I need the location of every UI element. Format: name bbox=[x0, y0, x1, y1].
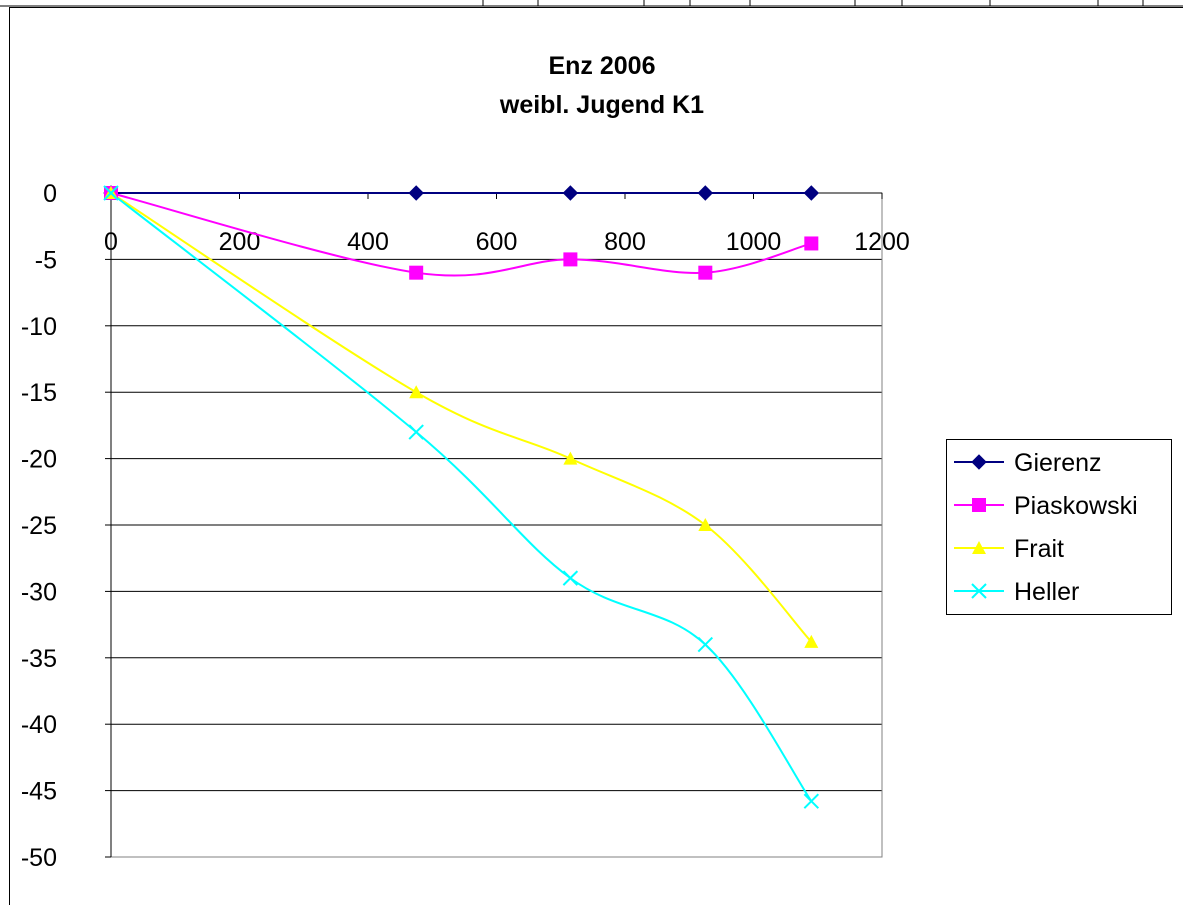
legend-item-frait: Frait bbox=[954, 535, 1064, 563]
data-point-gierenz bbox=[408, 185, 424, 201]
legend-item-heller: Heller bbox=[954, 578, 1079, 606]
chart-subtitle: weibl. Jugend K1 bbox=[499, 91, 704, 119]
y-tick-label: -50 bbox=[21, 844, 57, 872]
legend-marker bbox=[972, 541, 986, 554]
y-tick-label: -20 bbox=[21, 446, 57, 474]
x-axis: 0 200 400 600 800 1000 1200 bbox=[104, 192, 910, 857]
data-point-frait bbox=[409, 385, 424, 399]
data-point-heller bbox=[408, 424, 424, 440]
data-point-gierenz bbox=[697, 185, 714, 201]
data-point-piaskowski bbox=[698, 265, 713, 280]
data-point-heller bbox=[697, 636, 714, 653]
data-point-piaskowski bbox=[563, 252, 578, 267]
y-tick-label: -40 bbox=[21, 711, 57, 739]
data-point-frait bbox=[563, 451, 578, 465]
y-tick-label: -30 bbox=[21, 578, 57, 606]
data-point-piaskowski bbox=[804, 236, 819, 251]
series-line-frait bbox=[110, 192, 813, 643]
series-line-piaskowski bbox=[110, 192, 812, 277]
data-point-frait bbox=[804, 634, 819, 648]
gridlines bbox=[111, 192, 882, 858]
data-point-heller bbox=[103, 185, 119, 201]
chart-title: Enz 2006 bbox=[548, 52, 655, 80]
y-tick-label: -10 bbox=[21, 313, 57, 341]
legend-label: Gierenz bbox=[1014, 449, 1102, 477]
data-point-gierenz bbox=[562, 185, 579, 201]
y-tick-label: -5 bbox=[35, 246, 57, 274]
y-tick-label: 0 bbox=[43, 180, 57, 208]
spreadsheet-gridlines bbox=[0, 0, 1183, 7]
legend-item-gierenz: Gierenz bbox=[954, 449, 1102, 477]
legend-marker bbox=[971, 454, 987, 470]
data-point-heller bbox=[803, 793, 820, 809]
x-tick-label: 600 bbox=[476, 228, 518, 256]
series-markers bbox=[103, 185, 820, 809]
legend-marker bbox=[972, 498, 986, 512]
y-tick-label: -35 bbox=[21, 645, 57, 673]
legend-label: Frait bbox=[1014, 535, 1064, 563]
y-tick-label: -15 bbox=[21, 379, 57, 407]
x-tick-label: 0 bbox=[104, 228, 118, 256]
legend-label: Heller bbox=[1014, 578, 1079, 606]
data-point-heller bbox=[562, 570, 579, 586]
legend-label: Piaskowski bbox=[1014, 492, 1138, 520]
y-tick-label: -45 bbox=[21, 778, 57, 806]
legend: Gierenz Piaskowski Frait Heller bbox=[946, 439, 1172, 615]
series-line-heller bbox=[110, 192, 813, 802]
y-tick-label: -25 bbox=[21, 512, 57, 540]
data-point-piaskowski bbox=[409, 265, 424, 280]
data-point-frait bbox=[698, 518, 713, 531]
x-tick-label: 400 bbox=[347, 228, 389, 256]
y-axis-ticks: 0 -5 -10 -15 -20 -25 -30 -35 -40 -45 -50 bbox=[21, 180, 111, 872]
x-tick-label: 800 bbox=[604, 228, 646, 256]
x-tick-label: 1200 bbox=[854, 228, 910, 256]
x-tick-label: 1000 bbox=[726, 228, 782, 256]
legend-marker bbox=[971, 583, 987, 599]
data-point-gierenz bbox=[803, 185, 820, 201]
legend-item-piaskowski: Piaskowski bbox=[954, 492, 1138, 520]
x-tick-label: 200 bbox=[219, 228, 261, 256]
series-lines bbox=[110, 191, 813, 802]
